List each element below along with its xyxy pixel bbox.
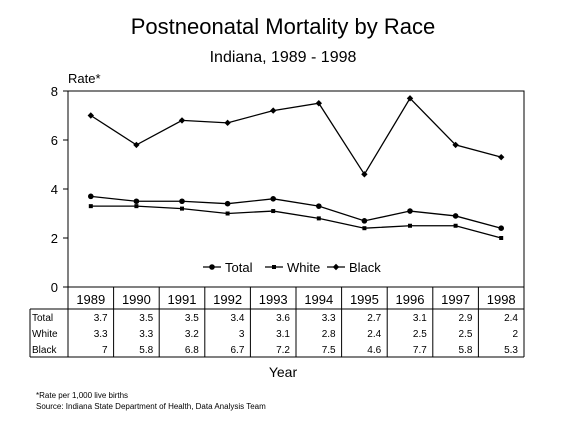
data-point-white — [499, 236, 504, 240]
table-row-label-white: White — [32, 329, 58, 340]
data-label-total: 2.4 — [504, 313, 518, 324]
data-point-black — [498, 153, 505, 161]
series-line-white — [90, 205, 502, 239]
data-label-white: 2 — [512, 329, 518, 340]
data-point-white — [453, 223, 458, 228]
footnote: *Rate per 1,000 live births — [36, 391, 129, 400]
y-tick-label: 4 — [51, 182, 58, 197]
data-point-black — [452, 141, 459, 149]
data-point-white — [316, 216, 321, 221]
data-point-black — [133, 141, 140, 149]
data-label-total: 3.1 — [413, 313, 427, 324]
x-tick-label: 1994 — [304, 292, 333, 307]
data-label-total: 3.5 — [139, 313, 153, 324]
data-point-white — [134, 204, 139, 209]
chart-subtitle: Indiana, 1989 - 1998 — [209, 49, 357, 66]
data-label-total: 2.9 — [458, 313, 472, 324]
data-label-total: 3.3 — [322, 313, 336, 324]
data-point-white — [362, 226, 367, 231]
plot-frame — [67, 90, 525, 288]
data-label-white: 3 — [239, 329, 245, 340]
series-line-black — [90, 97, 502, 176]
x-tick-label: 1996 — [396, 292, 425, 307]
y-tick-label: 0 — [51, 280, 58, 295]
data-label-total: 3.5 — [185, 313, 199, 324]
data-label-white: 3.1 — [276, 329, 290, 340]
data-label-white: 3.3 — [94, 329, 108, 340]
y-tick-label: 8 — [51, 84, 58, 99]
data-label-black: 7.2 — [276, 345, 290, 356]
data-label-black: 7.7 — [413, 345, 427, 356]
x-tick-label: 1992 — [213, 292, 242, 307]
y-tick-label: 6 — [51, 133, 58, 148]
data-point-white — [225, 211, 230, 216]
y-axis-label: Rate* — [68, 71, 101, 86]
data-label-black: 6.8 — [185, 345, 199, 356]
data-point-total — [270, 196, 277, 202]
data-point-black — [87, 112, 94, 119]
series-line-total — [90, 195, 502, 229]
x-tick-label: 1989 — [76, 292, 105, 307]
source-note: Source: Indiana State Department of Heal… — [36, 402, 266, 411]
data-point-total — [316, 203, 322, 209]
data-point-black — [332, 263, 340, 271]
data-point-total — [407, 208, 413, 214]
data-label-white: 3.3 — [139, 329, 153, 340]
y-tick-label: 2 — [51, 231, 58, 246]
x-tick-label: 1990 — [122, 292, 151, 307]
data-point-white — [272, 265, 276, 269]
data-label-black: 6.7 — [230, 345, 244, 356]
data-label-black: 5.8 — [139, 345, 153, 356]
data-label-black: 4.6 — [367, 345, 381, 356]
data-point-total — [88, 193, 94, 200]
chart-title: Postneonatal Mortality by Race — [130, 14, 436, 39]
data-point-total — [498, 225, 505, 231]
x-tick-label: 1997 — [441, 292, 470, 307]
data-point-black — [361, 171, 368, 178]
legend-label-white: White — [287, 260, 320, 275]
data-label-white: 3.2 — [185, 329, 199, 340]
data-point-total — [179, 198, 185, 205]
data-point-black — [178, 117, 186, 124]
x-tick-label: 1993 — [259, 292, 288, 307]
data-point-total — [452, 213, 459, 219]
legend-label-black: Black — [349, 260, 381, 275]
data-point-white — [180, 206, 184, 211]
x-axis-label: Year — [268, 364, 298, 380]
data-point-black — [224, 119, 231, 127]
legend-box — [197, 258, 393, 276]
legend-label-total: Total — [225, 260, 253, 275]
data-label-black: 5.8 — [458, 345, 472, 356]
data-label-black: 7 — [102, 345, 108, 356]
data-label-white: 2.4 — [367, 329, 381, 340]
table-row-label-black: Black — [32, 345, 57, 356]
data-label-total: 3.7 — [94, 313, 108, 324]
data-label-total: 2.7 — [367, 313, 381, 324]
data-label-white: 2.5 — [458, 329, 472, 340]
x-tick-label: 1995 — [350, 292, 379, 307]
data-label-total: 3.6 — [276, 313, 290, 324]
data-point-white — [408, 223, 412, 228]
data-point-total — [209, 264, 215, 270]
data-label-total: 3.4 — [230, 313, 244, 324]
data-point-white — [88, 204, 93, 209]
data-point-black — [406, 95, 414, 102]
table-row-label-total: Total — [32, 313, 53, 324]
data-label-white: 2.5 — [413, 329, 427, 340]
data-point-total — [224, 200, 231, 207]
data-point-total — [133, 198, 140, 205]
data-label-black: 7.5 — [322, 345, 336, 356]
data-point-black — [270, 107, 277, 114]
data-point-total — [361, 218, 368, 224]
data-point-white — [271, 209, 276, 214]
data-label-black: 5.3 — [504, 345, 518, 356]
data-label-white: 2.8 — [322, 329, 336, 340]
x-tick-label: 1998 — [487, 292, 516, 307]
data-point-black — [315, 100, 322, 107]
x-tick-label: 1991 — [168, 292, 197, 307]
